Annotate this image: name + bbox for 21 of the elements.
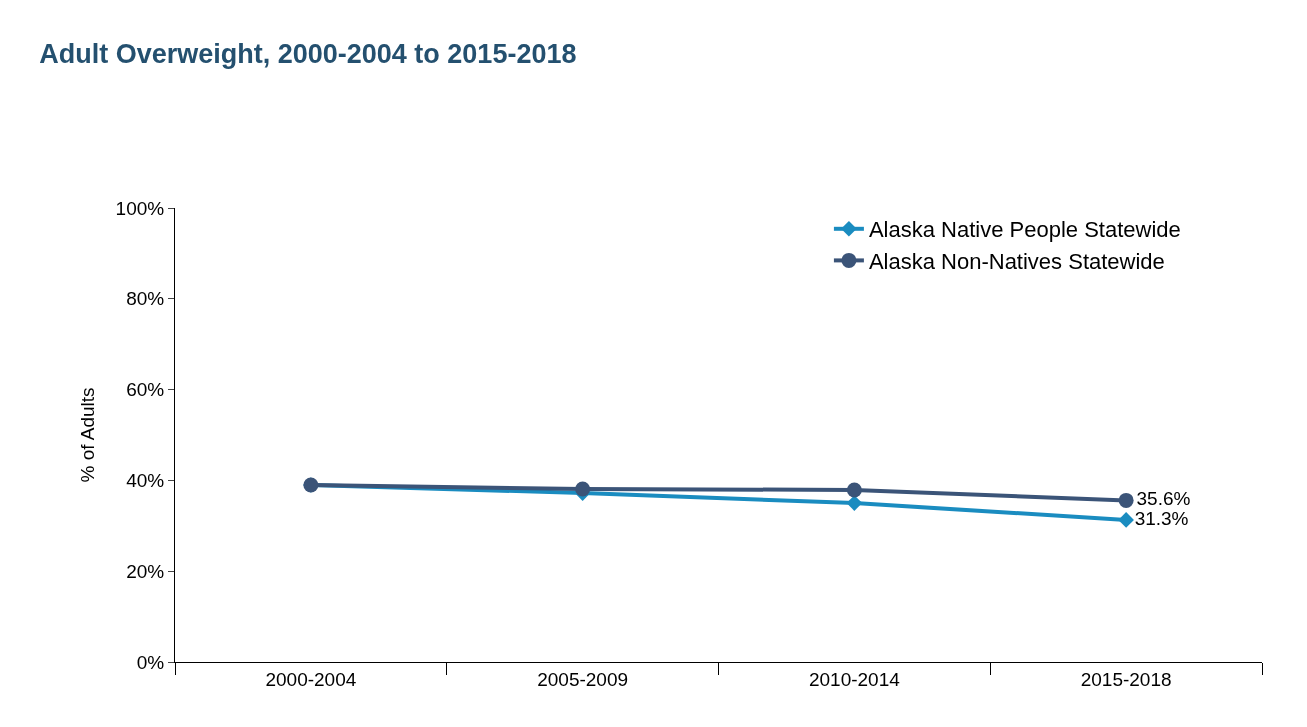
chart-title: Adult Overweight, 2000-2004 to 2015-2018 <box>39 38 577 69</box>
point <box>1118 512 1134 528</box>
y-tick-label: 40% <box>126 470 165 492</box>
x-tick-label: 2015-2018 <box>1080 668 1172 690</box>
y-tick-label: 100% <box>115 197 165 219</box>
y-tick-label: 20% <box>126 560 165 582</box>
data-label: 35.6% <box>1136 488 1191 510</box>
y-tick-label: 60% <box>126 379 165 401</box>
x-tick-label: 2005-2009 <box>537 668 629 690</box>
legend-label: Alaska Native People Statewide <box>868 217 1181 243</box>
x-tick-label: 2000-2004 <box>265 668 357 690</box>
x-tick-label: 2010-2014 <box>808 668 901 690</box>
y-tick-label: 0% <box>136 651 165 673</box>
point <box>575 481 591 497</box>
point <box>846 482 862 498</box>
point <box>846 495 863 511</box>
y-tick-label: 80% <box>126 288 165 310</box>
legend-label: Alaska Non-Natives Statewide <box>868 248 1165 274</box>
data-label: 31.3% <box>1134 507 1189 529</box>
point <box>1118 492 1134 508</box>
y-axis-title: % of Adults <box>77 387 99 483</box>
